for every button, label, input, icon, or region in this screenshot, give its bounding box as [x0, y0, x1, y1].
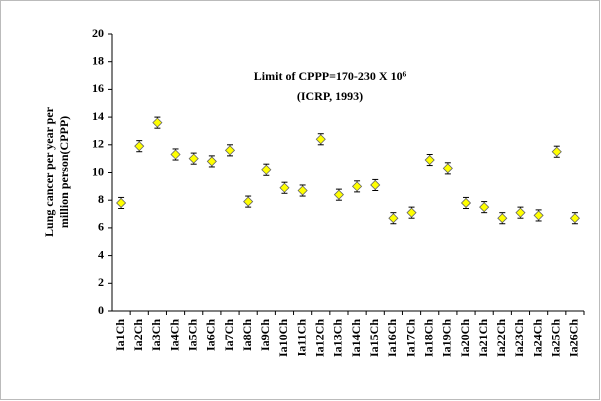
- y-tick-label: 16: [92, 81, 104, 95]
- x-tick-label: Ia19Ch: [440, 319, 454, 357]
- y-tick-label: 4: [98, 247, 104, 261]
- marker: [370, 179, 381, 191]
- marker: [116, 197, 127, 209]
- y-tick-label: 2: [98, 275, 104, 289]
- x-tick-label: Ia17Ch: [403, 319, 417, 357]
- x-tick-label: Ia21Ch: [476, 319, 490, 357]
- x-tick-label: Ia23Ch: [512, 319, 526, 357]
- x-tick-label: Ia9Ch: [258, 319, 272, 351]
- marker: [261, 164, 272, 175]
- y-tick-label: 12: [92, 137, 104, 151]
- y-tick-label: 0: [98, 303, 104, 317]
- error-point: [243, 195, 254, 208]
- error-point: [315, 133, 326, 146]
- marker: [224, 145, 236, 156]
- error-point: [370, 178, 381, 192]
- error-point: [279, 181, 290, 194]
- y-tick-label: 10: [92, 164, 104, 178]
- marker: [388, 213, 399, 224]
- x-tick-label: Ia1Ch: [113, 319, 127, 351]
- error-point: [388, 212, 399, 225]
- x-tick-label: Ia16Ch: [385, 319, 399, 357]
- error-point: [424, 153, 435, 167]
- marker: [406, 207, 417, 218]
- x-tick-label: Ia2Ch: [131, 319, 145, 351]
- x-tick-label: Ia22Ch: [494, 319, 508, 357]
- error-point: [261, 163, 272, 176]
- error-point: [152, 116, 163, 129]
- marker: [315, 134, 326, 145]
- marker: [206, 156, 217, 167]
- marker: [460, 197, 472, 209]
- x-tick-label: Ia20Ch: [458, 319, 472, 357]
- error-point: [442, 162, 453, 175]
- error-point: [224, 144, 236, 157]
- annotation: (ICRP, 1993): [297, 89, 363, 103]
- marker: [134, 141, 145, 152]
- marker: [243, 196, 254, 207]
- error-point: [479, 201, 490, 214]
- error-point: [116, 196, 127, 210]
- marker: [188, 153, 199, 164]
- marker: [551, 146, 562, 157]
- marker: [533, 210, 544, 221]
- y-tick-label: 8: [98, 192, 104, 206]
- error-point: [515, 206, 526, 219]
- x-tick-label: Ia7Ch: [222, 319, 236, 351]
- x-tick-label: Ia18Ch: [421, 319, 435, 357]
- x-tick-label: Ia15Ch: [367, 319, 381, 357]
- marker: [515, 207, 526, 218]
- y-axis-label: million person(CPPP): [57, 116, 71, 228]
- marker: [442, 163, 453, 174]
- error-point: [497, 212, 508, 225]
- x-tick-label: Ia12Ch: [313, 319, 327, 357]
- error-point: [533, 209, 544, 222]
- error-point: [333, 188, 344, 201]
- marker: [352, 181, 363, 192]
- error-point: [352, 180, 363, 193]
- marker: [170, 149, 181, 160]
- error-point: [134, 140, 145, 153]
- marker: [297, 185, 308, 196]
- error-point: [460, 196, 472, 210]
- y-tick-label: 6: [98, 220, 104, 234]
- annotation: Limit of CPPP=170-230 X 10⁶: [254, 69, 407, 83]
- error-point: [406, 206, 417, 219]
- marker: [152, 117, 163, 128]
- y-tick-label: 14: [92, 109, 104, 123]
- x-tick-label: Ia3Ch: [149, 319, 163, 351]
- marker: [279, 182, 290, 193]
- error-point: [551, 145, 562, 158]
- x-tick-label: Ia5Ch: [185, 319, 199, 351]
- x-tick-label: Ia8Ch: [240, 319, 254, 351]
- x-tick-label: Ia13Ch: [331, 319, 345, 357]
- x-tick-label: Ia14Ch: [349, 319, 363, 357]
- x-tick-label: Ia4Ch: [167, 319, 181, 351]
- x-tick-label: Ia25Ch: [549, 319, 563, 357]
- error-point: [206, 155, 217, 168]
- y-axis-label: Lung cancer per year per: [42, 106, 56, 237]
- error-point: [569, 212, 580, 225]
- error-point: [170, 148, 181, 161]
- y-tick-label: 20: [92, 26, 104, 40]
- x-tick-label: Ia6Ch: [204, 319, 218, 351]
- marker: [569, 213, 580, 224]
- x-tick-label: Ia24Ch: [530, 319, 544, 357]
- y-tick-label: 18: [92, 53, 104, 67]
- error-point: [297, 184, 308, 197]
- marker: [333, 189, 344, 200]
- marker: [497, 213, 508, 224]
- marker: [479, 202, 490, 213]
- x-tick-label: Ia10Ch: [276, 319, 290, 357]
- x-tick-label: Ia26Ch: [567, 319, 581, 357]
- error-point: [188, 152, 199, 165]
- marker: [424, 154, 435, 166]
- x-tick-label: Ia11Ch: [294, 319, 308, 357]
